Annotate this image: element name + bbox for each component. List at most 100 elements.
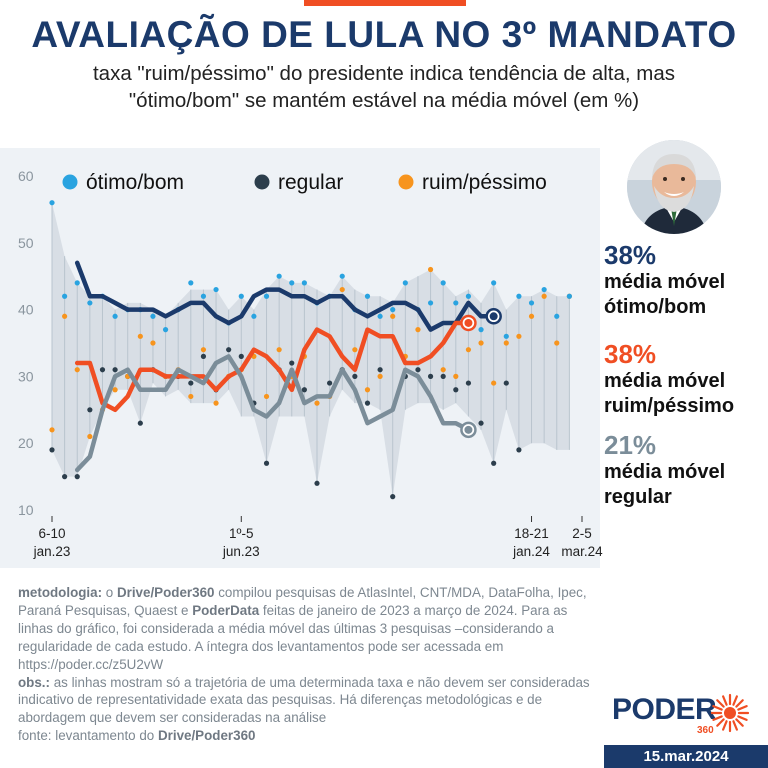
moving-average-otimo xyxy=(74,260,496,332)
survey-dot-ruim xyxy=(528,313,535,319)
survey-dot-otimo xyxy=(465,293,472,299)
survey-dot-ruim xyxy=(516,333,522,339)
survey-dot-otimo xyxy=(528,300,535,306)
survey-dot-ruim xyxy=(554,340,560,346)
survey-dot-otimo xyxy=(87,300,93,306)
legend-marker xyxy=(62,174,78,190)
survey-dot-regular xyxy=(478,420,484,426)
chart-subtitle: taxa "ruim/péssimo" do presidente indica… xyxy=(0,60,768,114)
source-label: fonte: levantamento do xyxy=(18,728,158,744)
survey-dot-regular xyxy=(200,353,207,359)
legend-label: ótimo/bom xyxy=(86,171,184,194)
subtitle-line-2: "ótimo/bom" se mantém estável na média m… xyxy=(128,89,640,112)
survey-dot-otimo xyxy=(150,313,156,319)
stat-ruim: 38% média móvel ruim/péssimo xyxy=(604,339,734,419)
survey-dot-regular xyxy=(314,480,320,486)
survey-dot-regular xyxy=(226,347,232,353)
legend-marker xyxy=(254,174,270,190)
methodology-text: metodologia: o Drive/Poder360 compilou p… xyxy=(18,584,596,745)
stat-otimo-label-2: ótimo/bom xyxy=(604,296,707,318)
x-tick-label: jun.23 xyxy=(222,544,260,559)
survey-dot-regular xyxy=(352,373,358,379)
source-bold: Drive/Poder360 xyxy=(157,728,256,744)
methodology-bold-b: PoderData xyxy=(192,602,260,618)
survey-dot-ruim xyxy=(150,340,156,346)
moving-average-ruim xyxy=(74,320,471,413)
end-marker-dot-regular xyxy=(464,425,473,434)
survey-dot-regular xyxy=(87,407,93,413)
survey-dot-regular xyxy=(415,367,421,373)
survey-dot-otimo xyxy=(339,273,345,279)
stat-otimo: 38% média móvel ótimo/bom xyxy=(604,240,725,320)
survey-dot-ruim xyxy=(112,387,118,393)
survey-dot-otimo xyxy=(402,280,408,286)
y-tick-label: 20 xyxy=(18,435,34,451)
survey-dot-regular xyxy=(238,353,244,359)
survey-dot-regular xyxy=(440,373,446,379)
survey-dot-otimo xyxy=(301,280,307,286)
survey-dot-otimo xyxy=(453,300,459,306)
legend-label: ruim/péssimo xyxy=(422,171,547,194)
subtitle-line-1: taxa "ruim/péssimo" do presidente indica… xyxy=(92,62,676,85)
y-tick-label: 40 xyxy=(18,302,34,318)
survey-dot-otimo xyxy=(390,307,396,313)
survey-dot-otimo xyxy=(263,293,270,299)
y-tick-label: 30 xyxy=(18,368,34,384)
methodology-text-a: o xyxy=(102,585,117,600)
survey-dot-otimo xyxy=(440,280,446,286)
survey-dot-ruim xyxy=(478,340,484,346)
survey-dot-otimo xyxy=(49,200,55,206)
survey-dot-otimo xyxy=(427,300,434,306)
survey-dot-ruim xyxy=(213,400,219,406)
stat-ruim-label-1: média móvel xyxy=(604,370,726,392)
survey-dot-ruim xyxy=(465,347,472,353)
survey-dot-regular xyxy=(188,380,194,386)
survey-dot-otimo xyxy=(200,293,207,299)
logo-sub: 360 xyxy=(697,725,714,736)
survey-dot-ruim xyxy=(440,367,446,373)
survey-dot-ruim xyxy=(377,373,383,379)
stat-ruim-value: 38% xyxy=(604,339,657,369)
logo-text: PODER xyxy=(612,693,717,726)
methodology-bold-a: Drive/Poder360 xyxy=(116,585,215,600)
survey-dot-ruim xyxy=(541,293,547,299)
end-marker-dot-ruim xyxy=(464,318,473,327)
survey-dot-regular xyxy=(289,360,295,366)
survey-dot-regular xyxy=(99,367,106,373)
survey-dot-ruim xyxy=(188,393,194,400)
survey-dot-otimo xyxy=(62,293,68,299)
y-tick-label: 60 xyxy=(18,168,34,184)
survey-dot-ruim xyxy=(87,433,93,440)
survey-dot-regular xyxy=(516,447,522,453)
obs-label: obs.: xyxy=(18,674,50,690)
end-marker-dot-otimo xyxy=(489,312,498,321)
survey-dot-otimo xyxy=(503,333,509,339)
chart-title: AVALIAÇÃO DE LULA NO 3º MANDATO xyxy=(31,14,737,55)
survey-dot-ruim xyxy=(137,333,143,339)
methodology-text-b: compilou pesquisas de AtlasIntel, CNT/MD… xyxy=(18,585,587,618)
president-portrait xyxy=(627,140,721,234)
x-tick-label: mar.24 xyxy=(561,544,603,559)
stat-otimo-label-1: média móvel xyxy=(604,271,726,293)
survey-dot-regular xyxy=(301,387,307,393)
survey-dot-regular xyxy=(62,474,68,480)
survey-dot-otimo xyxy=(364,293,371,299)
survey-dot-regular xyxy=(49,447,55,453)
survey-dot-regular xyxy=(503,380,509,386)
stat-regular-label-1: média móvel xyxy=(604,461,726,483)
y-tick-label: 50 xyxy=(18,235,34,251)
methodology-label: metodologia: xyxy=(18,585,103,600)
survey-dot-regular xyxy=(491,460,497,466)
survey-dot-regular xyxy=(377,367,383,373)
survey-dot-ruim xyxy=(491,380,497,386)
survey-dot-ruim xyxy=(352,347,358,353)
survey-dot-regular xyxy=(327,380,333,386)
stat-ruim-label-2: ruim/péssimo xyxy=(604,395,735,417)
survey-dot-ruim xyxy=(62,313,68,319)
survey-dot-otimo xyxy=(162,327,169,333)
survey-dot-ruim xyxy=(314,400,320,406)
stat-regular: 21% média móvel regular xyxy=(604,430,725,510)
y-tick-label: 10 xyxy=(18,502,34,518)
survey-dot-otimo xyxy=(289,280,295,286)
publication-date: 15.mar.2024 xyxy=(604,745,768,768)
